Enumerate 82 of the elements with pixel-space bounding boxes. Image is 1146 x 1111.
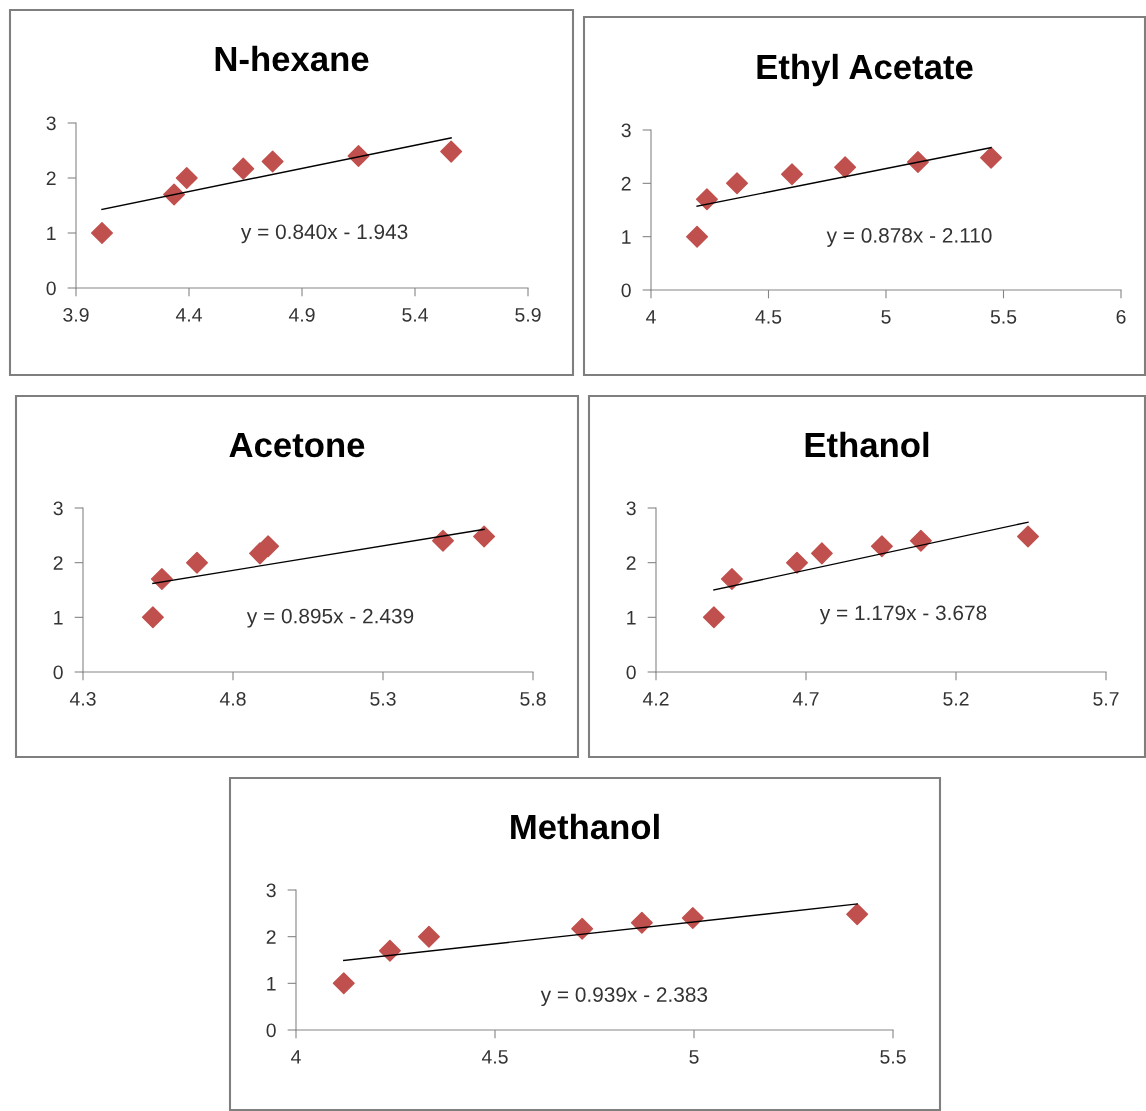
annotation: y = 1.179x - 3.678 (819, 605, 987, 625)
y-tick-label: 2 (621, 176, 631, 191)
point (781, 163, 803, 186)
x-tick-label: 4.9 (288, 307, 315, 322)
x-tick-label: 4 (291, 1050, 301, 1064)
x-tick-label: 5.2 (943, 691, 969, 706)
y-tick-label: 3 (621, 123, 631, 138)
y-tick-label: 1 (54, 611, 63, 625)
chart-title: Ethyl Acetate (757, 53, 973, 87)
x-tick-label: 4.2 (642, 691, 669, 706)
point (186, 551, 208, 574)
point (720, 568, 743, 591)
x-tick-label: 4 (646, 310, 656, 324)
y-tick-label: 1 (622, 230, 631, 244)
point (702, 606, 725, 629)
point (909, 529, 932, 552)
x-tick-label: 4.8 (219, 691, 246, 706)
y-tick-label: 1 (267, 977, 276, 991)
point (834, 156, 857, 179)
x-tick-label: 5.5 (990, 310, 1017, 324)
x-tick-label: 5.4 (402, 308, 428, 322)
point (870, 535, 893, 558)
point (432, 529, 454, 552)
y-tick-label: 2 (266, 930, 276, 944)
point (261, 150, 284, 173)
x-tick-label: 5.5 (880, 1050, 906, 1064)
y-tick-label: 2 (46, 171, 56, 186)
chart-title: Acetone (229, 433, 365, 458)
chart-title: Ethanol (805, 431, 929, 458)
annotation: y = 0.895x - 2.439 (246, 608, 414, 628)
x-tick-label: 5 (881, 310, 891, 324)
point (571, 917, 594, 940)
point (846, 903, 869, 926)
y-tick-label: 2 (53, 556, 63, 570)
chart-title: N-hexane (215, 45, 369, 72)
chart-title: Methanol (511, 813, 659, 840)
y-tick-label: 3 (46, 116, 56, 131)
annotation: y = 0.878x - 2.110 (826, 228, 992, 247)
y-tick-label: 1 (627, 611, 636, 625)
point (440, 140, 463, 163)
x-tick-label: 5 (689, 1050, 699, 1064)
point (980, 146, 1003, 169)
x-tick-label: 5.9 (515, 307, 541, 322)
annotation: y = 0.939x - 2.383 (540, 987, 708, 1007)
y-tick-label: 0 (46, 281, 56, 296)
x-tick-label: 4.5 (755, 310, 782, 324)
point (726, 172, 749, 195)
point (473, 525, 496, 548)
y-tick-label: 0 (266, 1023, 276, 1038)
y-tick-label: 0 (626, 665, 636, 680)
y-tick-label: 1 (47, 226, 56, 241)
y-tick-label: 3 (266, 883, 276, 898)
y-tick-label: 3 (626, 501, 636, 516)
x-tick-label: 4.5 (481, 1050, 508, 1064)
annotation: y = 0.840x - 1.943 (240, 224, 408, 244)
x-tick-label: 5.3 (370, 691, 396, 706)
y-tick-label: 0 (53, 665, 63, 680)
point (1017, 525, 1039, 548)
y-tick-label: 0 (621, 283, 631, 298)
y-tick-label: 2 (626, 556, 636, 570)
x-tick-label: 5.7 (1093, 692, 1119, 706)
point (332, 972, 355, 995)
x-tick-label: 5.8 (520, 691, 546, 706)
point (681, 907, 704, 929)
point (232, 157, 255, 180)
point (141, 606, 164, 629)
point (630, 911, 653, 934)
x-tick-label: 4.4 (175, 308, 202, 322)
point (686, 225, 709, 248)
point (695, 188, 718, 211)
x-tick-label: 4.3 (69, 691, 96, 706)
point (90, 222, 113, 244)
point (378, 939, 401, 962)
x-tick-label: 3.9 (63, 307, 89, 322)
point (175, 167, 198, 189)
point (257, 535, 280, 558)
point (786, 551, 808, 574)
x-tick-label: 6 (1116, 309, 1126, 324)
point (810, 542, 833, 565)
point (417, 925, 440, 948)
y-tick-label: 3 (53, 501, 63, 516)
x-tick-label: 4.7 (792, 692, 819, 706)
